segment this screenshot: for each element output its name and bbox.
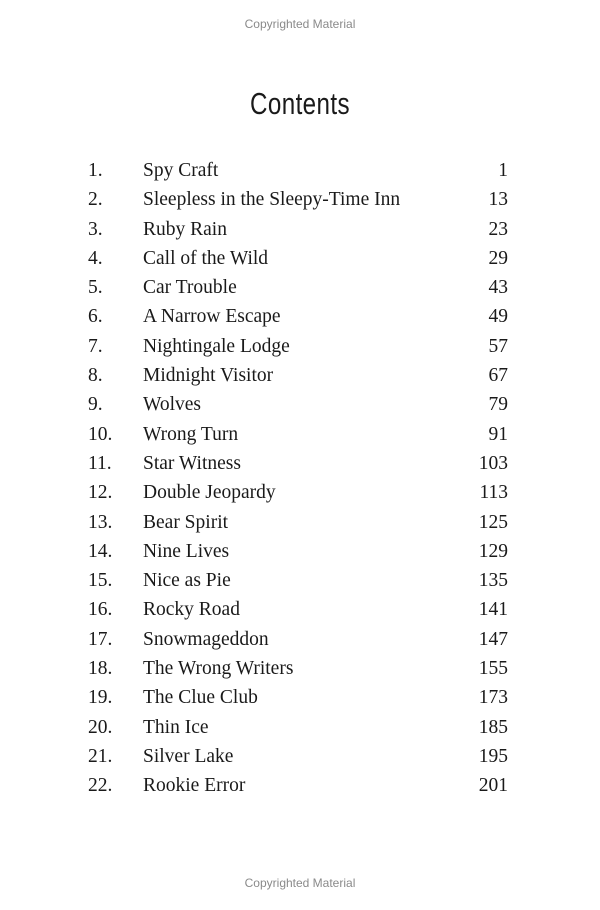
toc-entry: 5. Car Trouble 43 xyxy=(88,275,508,304)
chapter-number: 19. xyxy=(88,687,113,709)
page-number: 135 xyxy=(478,570,508,592)
chapter-title: Wolves xyxy=(143,394,202,416)
toc-entry: 2. Sleepless in the Sleepy-Time Inn 13 xyxy=(88,187,508,216)
chapter-number: 14. xyxy=(88,540,113,562)
toc-entry: 10. Wrong Turn 91 xyxy=(88,422,508,451)
page-number: 129 xyxy=(478,540,508,562)
chapter-number: 13. xyxy=(88,511,113,533)
chapter-number: 8. xyxy=(88,365,103,387)
chapter-number: 16. xyxy=(88,599,113,621)
chapter-title: Ruby Rain xyxy=(143,218,227,240)
page-number: 43 xyxy=(488,277,509,299)
chapter-title: A Narrow Escape xyxy=(143,306,281,328)
chapter-title: Star Witness xyxy=(143,452,241,474)
table-of-contents: 1. Spy Craft 1 2. Sleepless in the Sleepy-Ti… xyxy=(88,158,508,803)
page-number: 201 xyxy=(478,775,508,797)
toc-entry: 12. Double Jeopardy 113 xyxy=(88,480,508,509)
chapter-title: Midnight Visitor xyxy=(143,365,274,387)
chapter-title: Wrong Turn xyxy=(143,423,239,445)
chapter-title: Nightingale Lodge xyxy=(143,335,290,357)
chapter-title: Rookie Error xyxy=(143,775,246,797)
chapter-number: 22. xyxy=(88,775,113,797)
chapter-number: 11. xyxy=(88,452,112,474)
chapter-number: 5. xyxy=(88,277,103,299)
chapter-title: Snowmageddon xyxy=(143,628,269,650)
toc-entry: 21. Silver Lake 195 xyxy=(88,744,508,773)
toc-entry: 6. A Narrow Escape 49 xyxy=(88,304,508,333)
chapter-title: Bear Spirit xyxy=(143,511,229,533)
page-number: 57 xyxy=(488,335,509,357)
page-number: 195 xyxy=(478,745,508,767)
copyright-watermark-bottom: Copyrighted Material xyxy=(244,876,356,890)
toc-entry: 13. Bear Spirit 125 xyxy=(88,510,508,539)
toc-entry: 7. Nightingale Lodge 57 xyxy=(88,334,508,363)
page-number: 113 xyxy=(479,482,508,504)
chapter-number: 9. xyxy=(88,394,103,416)
page-number: 185 xyxy=(478,716,508,738)
toc-entry: 16. Rocky Road 141 xyxy=(88,597,508,626)
toc-entry: 14. Nine Lives 129 xyxy=(88,539,508,568)
toc-entry: 1. Spy Craft 1 xyxy=(88,158,508,187)
toc-entry: 15. Nice as Pie 135 xyxy=(88,568,508,597)
page-number: 1 xyxy=(498,160,508,181)
chapter-number: 4. xyxy=(88,247,103,269)
toc-entry: 20. Thin Ice 185 xyxy=(88,715,508,744)
chapter-number: 10. xyxy=(88,423,113,445)
toc-entry: 17. Snowmageddon 147 xyxy=(88,627,508,656)
chapter-title: Nine Lives xyxy=(143,540,230,562)
page-number: 29 xyxy=(488,247,509,269)
page-number: 173 xyxy=(478,687,508,709)
chapter-title: Thin Ice xyxy=(143,716,209,738)
chapter-title: Rocky Road xyxy=(143,599,240,621)
chapter-title: Car Trouble xyxy=(143,277,237,299)
chapter-title: Sleepless in the Sleepy-Time Inn xyxy=(143,189,401,211)
toc-entry: 18. The Wrong Writers 155 xyxy=(88,656,508,685)
chapter-title: Call of the Wild xyxy=(143,247,269,269)
chapter-title: Nice as Pie xyxy=(143,570,231,592)
chapter-number: 15. xyxy=(88,570,113,592)
toc-entry: 11. Star Witness 103 xyxy=(88,451,508,480)
page-number: 141 xyxy=(478,599,508,621)
toc-entry: 8. Midnight Visitor 67 xyxy=(88,363,508,392)
toc-entry: 9. Wolves 79 xyxy=(88,392,508,421)
chapter-title: Spy Craft xyxy=(143,160,219,181)
toc-entry: 19. The Clue Club 173 xyxy=(88,685,508,714)
chapter-number: 3. xyxy=(88,218,103,240)
chapter-number: 17. xyxy=(88,628,113,650)
copyright-watermark-top: Copyrighted Material xyxy=(244,17,356,31)
page-number: 147 xyxy=(478,628,508,650)
chapter-number: 18. xyxy=(88,658,113,680)
chapter-title: Silver Lake xyxy=(143,745,234,767)
chapter-number: 7. xyxy=(88,335,103,357)
chapter-title: Double Jeopardy xyxy=(143,482,276,504)
page-title: Contents xyxy=(250,86,350,121)
chapter-number: 12. xyxy=(88,482,113,504)
page-number: 103 xyxy=(478,452,508,474)
chapter-number: 1. xyxy=(88,160,103,181)
page-number: 49 xyxy=(488,306,509,328)
page-number: 91 xyxy=(488,423,509,445)
chapter-title: The Clue Club xyxy=(143,687,258,709)
page-number: 125 xyxy=(478,511,508,533)
page-number: 13 xyxy=(488,189,509,211)
chapter-number: 20. xyxy=(88,716,113,738)
page-number: 67 xyxy=(488,365,509,387)
toc-entry: 3. Ruby Rain 23 xyxy=(88,217,508,246)
page-number: 155 xyxy=(478,658,508,680)
chapter-number: 21. xyxy=(88,745,113,767)
toc-entry: 22. Rookie Error 201 xyxy=(88,773,508,802)
toc-entry: 4. Call of the Wild 29 xyxy=(88,246,508,275)
page-number: 23 xyxy=(488,218,509,240)
page-number: 79 xyxy=(488,394,509,416)
chapter-number: 2. xyxy=(88,189,103,211)
chapter-number: 6. xyxy=(88,306,103,328)
chapter-title: The Wrong Writers xyxy=(143,658,294,680)
